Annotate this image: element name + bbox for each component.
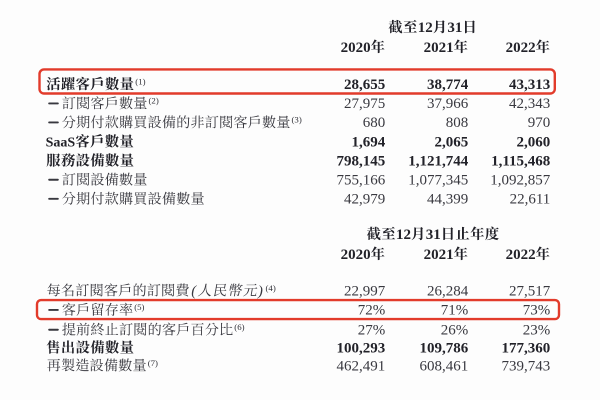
svg-text:970: 970 [528, 115, 551, 131]
svg-text:71%: 71% [441, 303, 469, 319]
svg-text:1,121,744: 1,121,744 [408, 153, 469, 169]
svg-text:100,293: 100,293 [337, 340, 386, 356]
svg-text:27,517: 27,517 [509, 283, 551, 299]
svg-text:739,743: 739,743 [502, 358, 551, 374]
svg-text:2,060: 2,060 [517, 134, 551, 150]
svg-text:2,065: 2,065 [435, 134, 469, 150]
svg-text:43,313: 43,313 [509, 77, 550, 93]
svg-text:2020: 2020 [341, 247, 371, 263]
svg-text:22,611: 22,611 [510, 192, 551, 208]
svg-text:23%: 23% [523, 323, 551, 339]
svg-text:608,461: 608,461 [420, 358, 469, 374]
svg-text:2022: 2022 [506, 247, 536, 263]
svg-text:12: 12 [396, 227, 411, 243]
svg-text:38,774: 38,774 [427, 77, 469, 93]
svg-text:SaaS: SaaS [46, 135, 76, 150]
svg-text:26%: 26% [441, 323, 469, 339]
svg-text:1,115,468: 1,115,468 [491, 153, 550, 169]
svg-text:28,655: 28,655 [344, 77, 385, 93]
svg-text:44,399: 44,399 [427, 192, 468, 208]
svg-text:(3): (3) [292, 115, 302, 125]
svg-text:(1): (1) [135, 77, 145, 87]
svg-text:72%: 72% [358, 303, 386, 319]
svg-text:(5): (5) [134, 302, 144, 312]
svg-text:2022: 2022 [506, 40, 536, 56]
svg-text:(7): (7) [148, 358, 158, 368]
svg-text:462,491: 462,491 [337, 358, 386, 374]
svg-text:1,694: 1,694 [352, 134, 386, 150]
svg-text:680: 680 [363, 115, 386, 131]
svg-text:109,786: 109,786 [420, 340, 469, 356]
svg-text:755,166: 755,166 [337, 173, 386, 189]
svg-text:42,979: 42,979 [344, 192, 385, 208]
svg-text:2021: 2021 [424, 247, 454, 263]
svg-text:(2): (2) [149, 96, 159, 106]
svg-text:31: 31 [447, 20, 462, 36]
svg-text:(6): (6) [234, 322, 244, 332]
svg-text:26,284: 26,284 [427, 283, 469, 299]
svg-text:(4): (4) [266, 283, 276, 293]
svg-text:22,997: 22,997 [344, 283, 386, 299]
svg-text:73%: 73% [523, 303, 551, 319]
svg-text:27%: 27% [358, 323, 386, 339]
svg-text:37,966: 37,966 [427, 96, 469, 112]
svg-text:808: 808 [446, 115, 469, 131]
svg-text:798,145: 798,145 [337, 153, 386, 169]
svg-text:): ) [257, 283, 263, 299]
svg-text:(: ( [191, 283, 197, 299]
svg-text:1,077,345: 1,077,345 [408, 173, 468, 189]
svg-text:177,360: 177,360 [502, 340, 551, 356]
svg-text:27,975: 27,975 [344, 96, 385, 112]
svg-text:12: 12 [418, 20, 433, 36]
svg-text:31: 31 [426, 227, 441, 243]
svg-text:1,092,857: 1,092,857 [490, 173, 551, 189]
svg-text:2020: 2020 [341, 40, 371, 56]
svg-text:2021: 2021 [424, 40, 454, 56]
svg-text:42,343: 42,343 [509, 96, 550, 112]
